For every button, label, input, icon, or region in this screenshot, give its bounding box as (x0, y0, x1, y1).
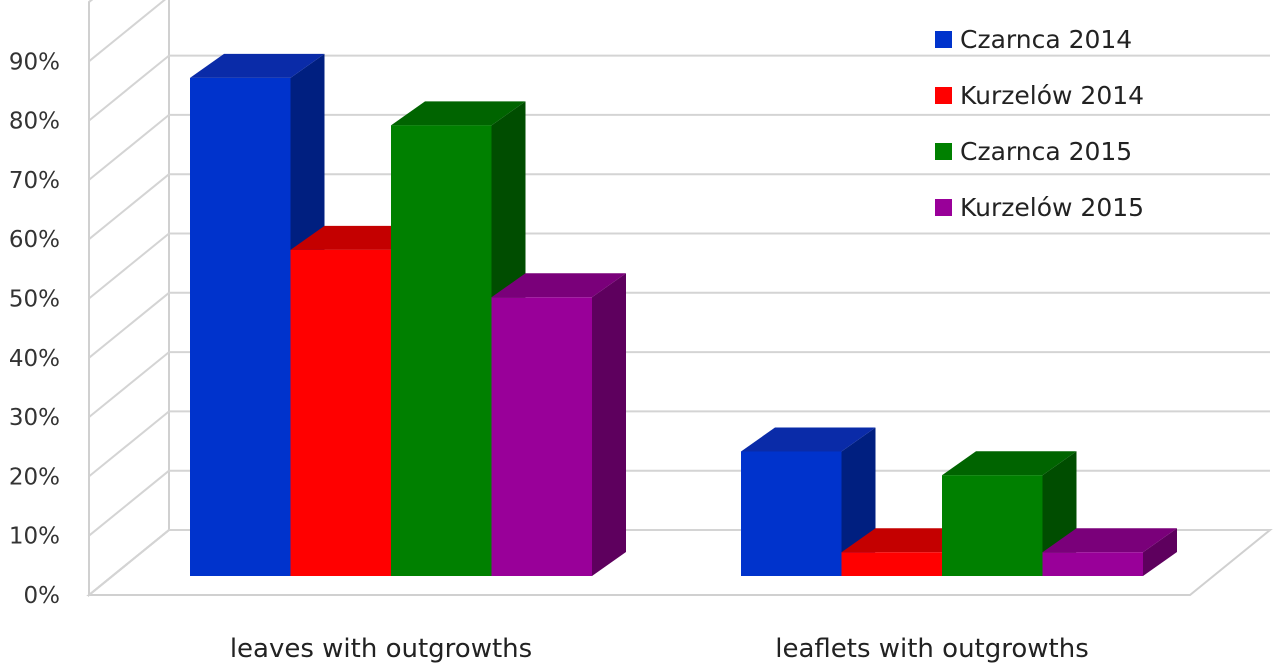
y-tick-label: 90% (9, 49, 60, 75)
legend-entry: Czarnca 2015 (935, 137, 1132, 166)
bar-top (741, 427, 876, 452)
bar-side (1143, 528, 1177, 576)
legend-label: Czarnca 2015 (960, 137, 1132, 166)
grid-line-wall (88, 351, 170, 418)
bar-front (391, 125, 492, 576)
y-axis: 0% 10% 20% 30% 40% 50% 60% 70% 80% 90% (9, 2, 90, 609)
x-axis: leaves with outgrowths leaflets with outg… (230, 634, 1089, 664)
y-tick-label: 40% (9, 346, 60, 372)
grid-line-wall (88, 232, 170, 300)
bar-front (841, 552, 942, 576)
bar-top (1042, 528, 1177, 553)
grid-line-wall (88, 0, 94, 3)
bar (491, 273, 626, 576)
legend-entry: Kurzelów 2014 (935, 81, 1144, 110)
bar-side (592, 273, 626, 576)
bar-front (290, 249, 391, 576)
legend-label: Kurzelów 2014 (960, 81, 1144, 110)
grid-line-wall (88, 292, 170, 359)
y-tick-label: 10% (9, 524, 60, 550)
bar-top (491, 273, 626, 298)
bar-front (1042, 552, 1143, 576)
grid-line-wall (88, 114, 170, 181)
y-tick-label: 70% (9, 168, 60, 194)
y-tick-label: 60% (9, 227, 60, 253)
legend-swatch (935, 31, 952, 48)
legend-swatch (935, 87, 952, 104)
bar-top (391, 101, 526, 126)
bar-top (190, 53, 325, 78)
y-tick-label: 30% (9, 405, 60, 431)
y-tick-label: 50% (9, 287, 60, 313)
legend-entry: Kurzelów 2015 (935, 193, 1144, 222)
bar-top (942, 451, 1077, 476)
bar-front (491, 297, 592, 576)
y-tick-label: 80% (9, 109, 60, 135)
bar-front (190, 77, 291, 576)
legend-entry: Czarnca 2014 (935, 25, 1132, 54)
bar-front (942, 475, 1043, 576)
grid-line-wall (88, 469, 170, 537)
grid-line-wall (88, 529, 170, 596)
grid-line-wall (88, 410, 170, 478)
x-tick-label: leaflets with outgrowths (775, 634, 1089, 664)
legend-swatch (935, 143, 952, 160)
bar (1042, 528, 1177, 576)
legend-label: Kurzelów 2015 (960, 193, 1144, 222)
grid-line-wall (88, 0, 167, 63)
grid-line-wall (88, 173, 170, 240)
bar (391, 101, 526, 576)
bar-front (741, 451, 842, 576)
legend-label: Czarnca 2014 (960, 25, 1132, 54)
bar (741, 427, 876, 576)
legend: Czarnca 2014 Kurzelów 2014 Czarnca 2015 Kur… (935, 25, 1144, 222)
y-tick-label: 0% (24, 583, 61, 609)
bar (942, 451, 1077, 576)
x-tick-label: leaves with outgrowths (230, 634, 532, 664)
legend-swatch (935, 199, 952, 216)
bars (190, 53, 1177, 576)
grid-line-wall (88, 54, 170, 122)
y-tick-label: 20% (9, 464, 60, 490)
